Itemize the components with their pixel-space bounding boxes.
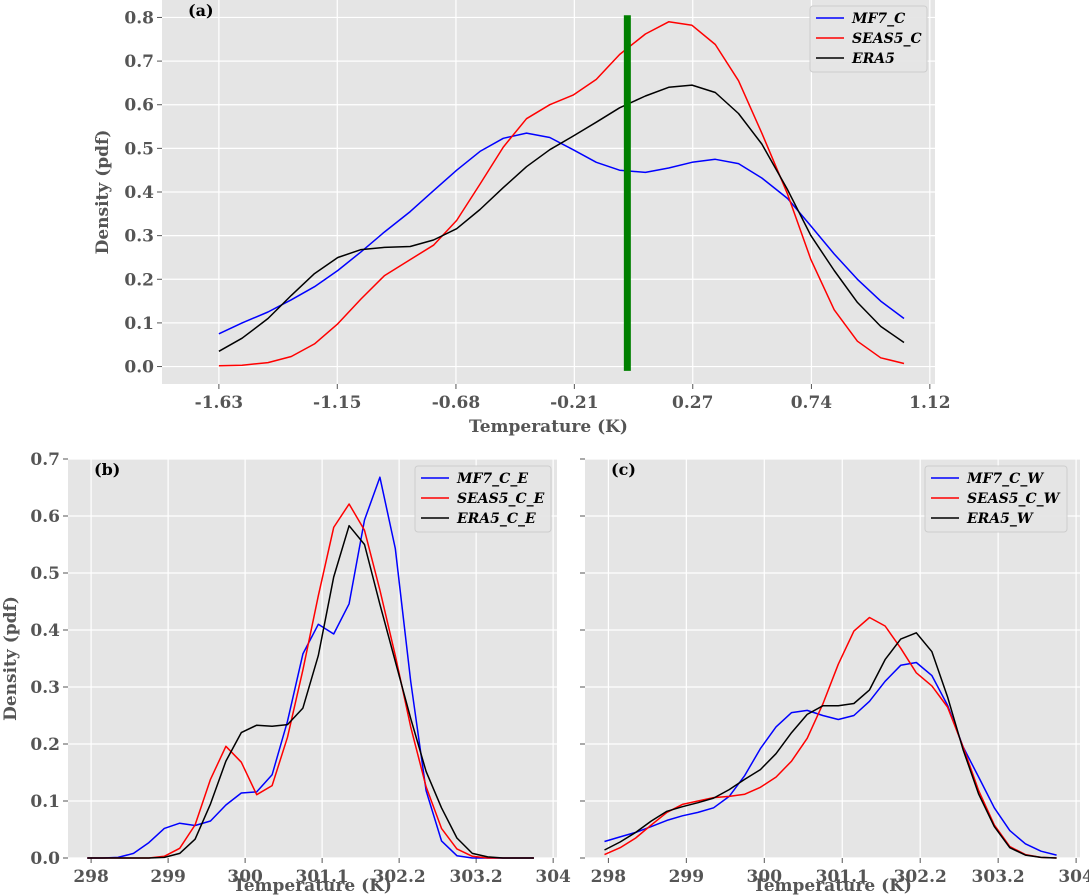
y-tick-label: 0.4 [30, 621, 60, 641]
x-tick-label: 0.27 [672, 393, 713, 413]
x-tick-label: 302.2 [894, 867, 947, 887]
y-tick-label: 0.2 [30, 735, 60, 755]
x-tick-label: 300 [227, 867, 263, 887]
legend: MF7_C SEAS5_C ERA5 [809, 5, 928, 73]
x-tick-label: -0.21 [550, 393, 598, 413]
x-tick-label: -0.68 [432, 393, 480, 413]
y-axis-label: Density (pdf) [1, 596, 21, 721]
panel-label: (c) [611, 460, 636, 479]
panel-label: (b) [94, 460, 120, 479]
y-tick-label: 0.6 [124, 96, 154, 116]
y-tick-label: 0.3 [124, 227, 154, 247]
x-tick-label: 304 [535, 867, 571, 887]
legend-entry: SEAS5_C [852, 31, 922, 47]
series-line-mf7-c-e [87, 476, 534, 859]
series-line-era5-c-e [87, 524, 534, 859]
legend-box [414, 465, 552, 533]
x-axis-label: Temperature (K) [469, 417, 628, 437]
series-line-era5 [218, 84, 905, 352]
panel-b: 0.0 0.1 0.2 0.3 0.4 0.5 0.6 0.7 298 299 300 301.1 30… [1, 450, 571, 896]
x-tick-label: 0.74 [791, 393, 833, 413]
x-tick-label: 301.1 [816, 867, 869, 887]
legend: MF7_C_W SEAS5_C_W ERA5_W [924, 465, 1068, 533]
panel-a: 0.0 0.1 0.2 0.3 0.4 0.5 0.6 0.7 0.8 -1.63 -1.15 -0.… [93, 0, 951, 437]
x-tick-label: -1.15 [313, 393, 361, 413]
legend-entry: ERA5_C_E [456, 511, 536, 527]
y-tick-label: 0.7 [30, 450, 60, 470]
x-tick-label: 298 [591, 867, 627, 887]
legend-entry: SEAS5_C_W [967, 491, 1061, 507]
legend-entry: ERA5 [851, 51, 895, 67]
series-line-seas5-c [218, 21, 905, 367]
x-tick-label: 303.2 [972, 867, 1025, 887]
y-tick-label: 0.0 [124, 358, 154, 378]
x-axis-label: Temperature (K) [233, 876, 392, 896]
legend-entry: SEAS5_C_E [457, 491, 545, 507]
legend-entry: MF7_C_E [456, 471, 528, 487]
legend-entry: ERA5_W [966, 511, 1034, 527]
series-line-seas5-c-w [604, 616, 1057, 859]
panel-c: 298 299 300 301.1 302.2 303.2 304 (c) MF7_C_W SEA… [580, 458, 1089, 896]
legend: MF7_C_E SEAS5_C_E ERA5_C_E [414, 465, 552, 533]
y-tick-label: 0.7 [124, 52, 154, 72]
x-tick-label: 300 [747, 867, 783, 887]
legend-entry: MF7_C [851, 11, 905, 27]
x-tick-label: 299 [150, 867, 186, 887]
y-tick-label: 0.4 [124, 183, 154, 203]
y-axis-label: Density (pdf) [93, 130, 113, 255]
legend-entry: MF7_C_W [966, 471, 1044, 487]
y-tick-label: 0.5 [124, 139, 154, 159]
series-line-era5-w [604, 632, 1057, 859]
series-line-mf7-c-w [604, 661, 1057, 856]
legend-box [809, 5, 928, 73]
y-tick-label: 0.5 [30, 564, 60, 584]
series-line-seas5-c-e [87, 503, 534, 859]
panel-label: (a) [188, 1, 214, 20]
x-tick-label: 299 [669, 867, 705, 887]
y-tick-label: 0.2 [124, 270, 154, 290]
x-tick-label: 304 [1058, 867, 1089, 887]
y-tick-label: 0.1 [30, 792, 60, 812]
x-tick-label: 302.2 [373, 867, 426, 887]
x-tick-label: 301.1 [296, 867, 349, 887]
x-tick-label: 298 [73, 867, 109, 887]
y-tick-label: 0.0 [30, 849, 60, 869]
x-tick-label: 303.2 [450, 867, 503, 887]
x-axis-label: Temperature (K) [753, 876, 912, 896]
y-tick-label: 0.6 [30, 507, 60, 527]
y-tick-label: 0.8 [124, 8, 154, 28]
y-tick-label: 0.1 [124, 314, 154, 334]
x-tick-label: -1.63 [195, 393, 243, 413]
legend-box [924, 465, 1068, 533]
x-tick-label: 1.12 [909, 393, 950, 413]
y-tick-label: 0.3 [30, 678, 60, 698]
